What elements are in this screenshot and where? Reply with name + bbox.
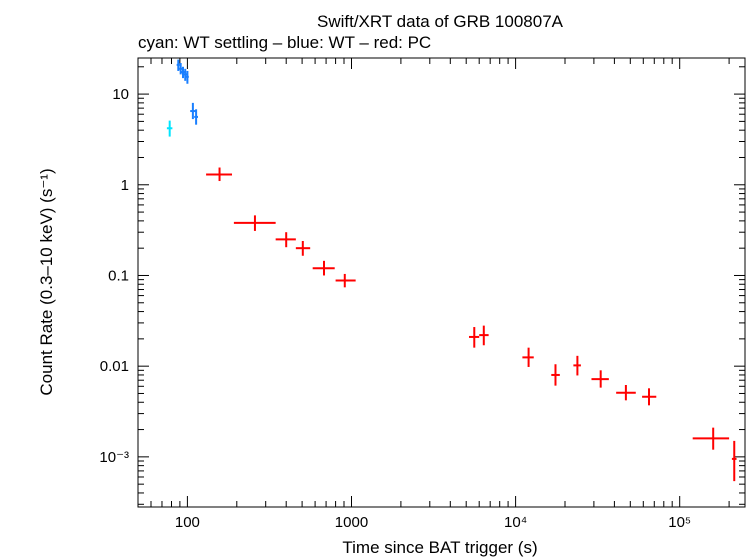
data-point (176, 59, 180, 71)
y-tick-label: 1 (121, 177, 129, 194)
y-tick-label: 10 (112, 86, 129, 103)
chart-subtitle: cyan: WT settling – blue: WT – red: PC (138, 33, 431, 52)
data-point (479, 325, 489, 346)
data-point (185, 70, 189, 84)
data-point (616, 384, 636, 401)
chart-title: Swift/XRT data of GRB 100807A (317, 12, 564, 31)
data-point (194, 109, 198, 125)
y-axis-label: Count Rate (0.3–10 keV) (s⁻¹) (37, 168, 56, 395)
data-point (190, 102, 196, 120)
axis-tick-labels: 100 1000 10⁴ 10⁵ 10 1 0.1 0.01 10⁻³ (99, 86, 691, 531)
series-pc (206, 167, 737, 482)
y-tick-label: 10⁻³ (99, 449, 129, 466)
data-point (591, 370, 609, 388)
axis-ticks (137, 58, 745, 507)
x-tick-label: 100 (175, 514, 200, 531)
x-tick-label: 1000 (335, 514, 368, 531)
x-axis-label: Time since BAT trigger (s) (342, 538, 537, 557)
data-point (166, 120, 173, 137)
data-point (233, 215, 276, 231)
data-point (551, 364, 560, 386)
data-point (181, 66, 185, 79)
data-point (642, 388, 657, 406)
data-point (179, 63, 183, 75)
data-point (573, 355, 581, 376)
x-tick-label: 10⁴ (504, 514, 527, 531)
data-point (731, 440, 737, 482)
data-point (295, 240, 311, 256)
x-tick-label: 10⁵ (668, 514, 691, 531)
data-point (335, 273, 356, 288)
series-wt-settling (166, 120, 173, 137)
plot-frame (137, 57, 746, 508)
y-tick-label: 0.01 (100, 358, 129, 375)
series-wt (176, 59, 198, 125)
data-point (183, 68, 187, 81)
data-point (275, 232, 296, 248)
data-point (692, 427, 730, 450)
data-point (522, 347, 534, 367)
data-point (312, 260, 335, 276)
data-point (468, 327, 480, 348)
data-point (206, 167, 233, 182)
data-points (166, 59, 737, 482)
y-tick-label: 0.1 (108, 267, 129, 284)
